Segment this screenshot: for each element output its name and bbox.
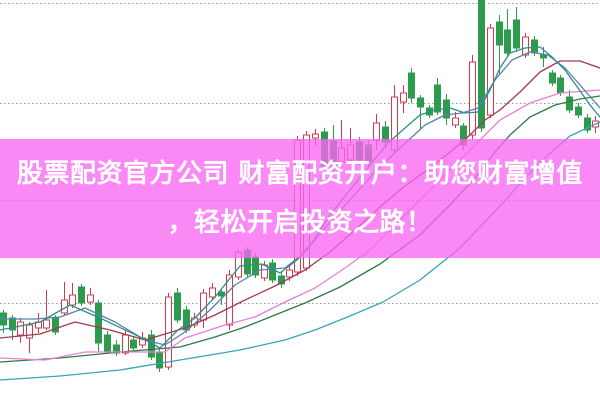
candle-up <box>69 294 76 306</box>
candle-down <box>557 77 564 94</box>
candle-down <box>95 302 102 344</box>
promo-banner-overlay: 股票配资官方公司 财富配资开户：助您财富增值 ，轻松开启投资之路！ <box>0 139 600 258</box>
candle-down <box>513 19 520 49</box>
candle-down <box>531 39 538 54</box>
candle-down <box>278 275 285 285</box>
candle-down <box>566 96 573 111</box>
candle-up <box>226 274 233 326</box>
candle-down <box>156 352 163 369</box>
candle-down <box>584 117 591 131</box>
candle-down <box>549 72 556 84</box>
candle-down <box>174 292 181 321</box>
candle-up <box>400 92 407 103</box>
candle-down <box>218 291 225 297</box>
promo-banner-line-1: 股票配资官方公司 财富配资开户：助您财富增值 <box>16 158 584 189</box>
candle-down <box>269 262 276 281</box>
ma-line-ma-green <box>0 95 600 363</box>
candle-up <box>373 122 380 141</box>
promo-banner-line-2: ，轻松开启投资之路！ <box>167 207 433 238</box>
candle-up <box>452 117 459 126</box>
candle-down <box>78 286 85 304</box>
candle-up <box>122 334 129 354</box>
candle-down <box>408 72 415 99</box>
candle-down <box>104 334 111 352</box>
candle-up <box>487 27 494 116</box>
candle-down <box>417 97 424 108</box>
candle-up <box>469 61 476 136</box>
candle-up <box>87 294 94 303</box>
candle-down <box>504 29 511 54</box>
candle-down <box>496 21 503 46</box>
candle-up <box>312 133 319 139</box>
candle-down <box>9 317 16 331</box>
candle-down <box>148 334 155 358</box>
candle-down <box>434 84 441 113</box>
candle-down <box>575 106 582 116</box>
candle-up <box>209 287 216 298</box>
candle-up <box>286 269 293 278</box>
candle-down <box>478 0 485 129</box>
candle-up <box>43 319 50 329</box>
candle-up <box>17 321 24 336</box>
candle-down <box>540 54 547 59</box>
ma-line-ma-pink <box>0 89 600 361</box>
candle-up <box>26 324 33 339</box>
candle-up <box>522 36 529 56</box>
candle-down <box>130 339 137 349</box>
